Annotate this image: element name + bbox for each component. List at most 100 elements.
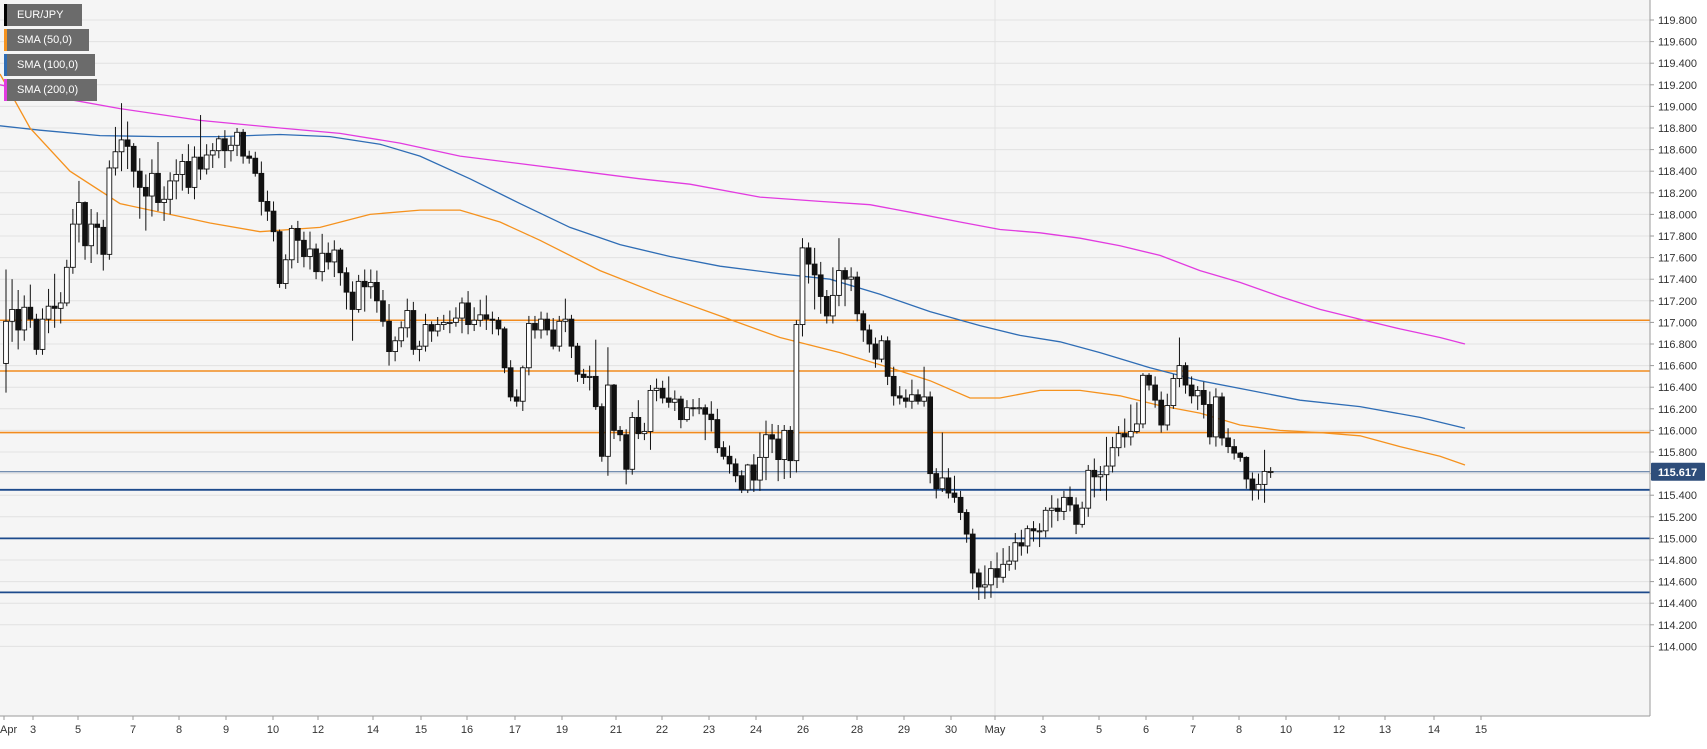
candle-body-down	[240, 131, 246, 157]
candle	[750, 454, 757, 492]
candle-body-up	[1194, 389, 1201, 397]
candle-body-up	[1127, 431, 1134, 438]
candle-body-down	[568, 318, 575, 347]
candle	[823, 290, 830, 324]
candle-body-down	[337, 249, 344, 274]
grid-layer	[0, 0, 1650, 716]
candle-body-down	[598, 406, 605, 457]
candle	[495, 317, 502, 336]
candle	[325, 242, 332, 270]
candle	[921, 366, 927, 407]
candle-body-down	[975, 572, 982, 588]
candle	[1036, 523, 1043, 548]
x-tick-label: 5	[1096, 724, 1102, 736]
candle	[434, 317, 441, 337]
y-tick-label: 117.400	[1658, 274, 1697, 286]
sma-50-line	[0, 73, 1466, 466]
candle	[872, 337, 879, 368]
x-tick-label: 14	[1428, 724, 1440, 736]
candle	[678, 395, 684, 429]
candle	[319, 233, 326, 282]
candle-body-down	[884, 340, 891, 377]
x-tick-label: 30	[945, 724, 957, 736]
candle	[544, 312, 550, 336]
legend-symbol[interactable]: EUR/JPY	[4, 4, 82, 26]
candle-body-down	[222, 138, 228, 152]
candle	[1219, 392, 1225, 446]
candle-body-down	[124, 139, 131, 147]
legend-sma-100[interactable]: SMA (100,0)	[4, 54, 95, 76]
candle-body-up	[1085, 469, 1092, 509]
candle	[1164, 393, 1171, 431]
candles	[3, 103, 1274, 600]
legend-sma-200[interactable]: SMA (200,0)	[4, 79, 97, 101]
candle-body-up	[331, 249, 338, 263]
y-tick-label: 114.400	[1658, 598, 1697, 610]
y-tick-label: 114.200	[1658, 620, 1697, 632]
candle-body-down	[775, 438, 782, 461]
candle-body-down	[246, 155, 253, 159]
candle	[1255, 473, 1262, 500]
candle-body-up	[39, 318, 46, 350]
candle	[136, 158, 143, 219]
candle	[76, 180, 82, 243]
candle-body-up	[684, 407, 690, 421]
candle	[386, 304, 392, 366]
candle	[1225, 428, 1231, 454]
candle	[830, 267, 836, 324]
candle	[513, 389, 520, 407]
candle-body-up	[1164, 405, 1171, 426]
candle	[538, 311, 544, 339]
x-tick-label: 16	[461, 724, 473, 736]
candle	[459, 297, 465, 334]
candle	[1006, 545, 1013, 571]
candle	[556, 315, 563, 352]
candle-body-up	[477, 314, 484, 321]
candle-body-up	[641, 431, 648, 435]
candle-body-down	[489, 318, 496, 321]
candle	[209, 143, 216, 168]
candle	[489, 311, 496, 335]
candle	[708, 401, 715, 432]
y-tick-label: 115.000	[1658, 533, 1697, 545]
candle-body-up	[1267, 470, 1274, 473]
candle-body-up	[209, 150, 216, 156]
candle-body-down	[495, 319, 502, 330]
candle	[562, 298, 569, 333]
candle	[1000, 548, 1006, 583]
candle	[57, 292, 64, 324]
candle-body-down	[33, 318, 40, 350]
candle-body-down	[410, 310, 417, 350]
candle-body-up	[909, 394, 915, 402]
candle-body-down	[945, 477, 952, 494]
candle	[684, 400, 690, 422]
candle	[161, 186, 167, 221]
candle	[671, 390, 678, 411]
candle-body-up	[519, 367, 526, 402]
candle-body-up	[1176, 365, 1183, 380]
candle	[142, 174, 149, 231]
candle	[337, 247, 344, 286]
candle	[1121, 418, 1128, 448]
candle-body-down	[787, 429, 794, 462]
horizontal-levels	[0, 319, 1650, 594]
candle-body-up	[526, 323, 532, 369]
candle-body-up	[215, 138, 222, 152]
candle	[1231, 439, 1238, 460]
candle-body-down	[1121, 433, 1128, 438]
candle	[410, 301, 417, 355]
candle	[155, 142, 161, 212]
y-tick-label: 116.000	[1658, 425, 1697, 437]
candle-body-down	[185, 161, 192, 188]
candle-body-up	[355, 280, 362, 310]
legend-sma-50[interactable]: SMA (50,0)	[4, 29, 89, 51]
candle	[477, 299, 484, 327]
candle	[799, 238, 806, 337]
candle-body-up	[921, 396, 927, 402]
x-tick-label: 14	[367, 724, 379, 736]
candle	[465, 291, 471, 335]
candle	[1261, 449, 1268, 503]
legend: EUR/JPY SMA (50,0) SMA (100,0) SMA (200,…	[4, 4, 97, 104]
